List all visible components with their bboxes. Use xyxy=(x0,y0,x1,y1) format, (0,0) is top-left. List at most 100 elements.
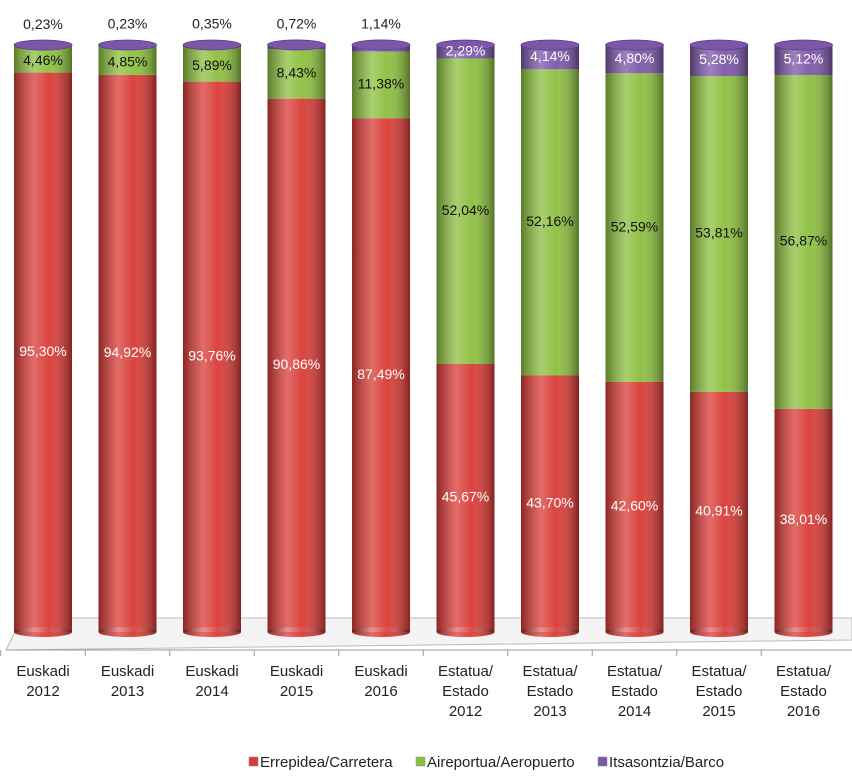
legend-marker xyxy=(415,756,426,767)
x-tick-label-line: Euskadi xyxy=(185,663,238,680)
legend-label: Errepidea/Carretera xyxy=(260,754,393,771)
data-label: 95,30% xyxy=(19,343,66,359)
cylinder-base-shade xyxy=(267,627,326,637)
data-label: 0,23% xyxy=(108,16,148,32)
x-tick-label-line: Estatua/ xyxy=(776,663,832,680)
x-tick-label: Euskadi 2013 xyxy=(101,663,154,700)
bar-shading xyxy=(14,46,72,73)
bar-shading xyxy=(183,47,241,82)
data-label: 52,16% xyxy=(526,213,573,229)
data-label: 5,12% xyxy=(784,51,824,67)
x-tick-label-line: Estado xyxy=(780,683,827,700)
data-label: 4,80% xyxy=(615,50,655,66)
data-label: 42,60% xyxy=(611,498,658,514)
bar-shading xyxy=(14,72,72,633)
cylinder-top xyxy=(689,39,749,51)
bar-shading xyxy=(98,74,157,633)
data-label: 0,72% xyxy=(277,16,317,32)
cylinder-base-shade xyxy=(183,627,241,637)
data-label: 8,43% xyxy=(277,65,317,81)
legend-label: Itsasontzia/Barco xyxy=(609,754,724,771)
bar-shading xyxy=(267,98,326,633)
cylinder-top xyxy=(267,39,326,51)
data-label: 90,86% xyxy=(273,356,320,372)
cylinder-top xyxy=(605,39,664,51)
data-label: 11,38% xyxy=(358,76,404,92)
data-label: 1,14% xyxy=(361,16,401,32)
bar-shading xyxy=(690,391,748,632)
bar-shading xyxy=(521,375,579,632)
cylinder-top xyxy=(774,39,833,51)
cylinder-base-shade xyxy=(14,627,72,637)
x-tick-label: Estatua/Estado 2015 xyxy=(691,663,747,720)
cylinder-base-shade xyxy=(98,627,157,637)
x-tick-label-line: 2014 xyxy=(618,703,651,720)
bar-shading xyxy=(352,118,410,632)
data-label: 52,59% xyxy=(611,218,658,234)
cylinder-base-shade xyxy=(521,627,579,637)
bar-shading xyxy=(605,381,664,632)
data-label: 87,49% xyxy=(357,366,404,382)
data-label: 2,29% xyxy=(446,42,486,58)
cylinder-base-shade xyxy=(605,627,664,637)
x-tick-label: Euskadi 2014 xyxy=(185,663,238,700)
data-label: 40,91% xyxy=(695,503,742,519)
cylinder-top xyxy=(520,39,580,51)
x-tick-label: Euskadi 2015 xyxy=(270,663,323,700)
x-tick-label-line: Euskadi xyxy=(354,663,407,680)
legend-marker xyxy=(248,756,259,767)
x-tick-label: Estatua/Estado 2013 xyxy=(522,663,578,720)
x-tick-label-line: Estatua/ xyxy=(691,663,747,680)
cylinder-top xyxy=(13,39,73,51)
data-label: 93,76% xyxy=(188,348,235,364)
x-tick-label-line: Estatua/ xyxy=(438,663,494,680)
bar-shading xyxy=(436,363,495,632)
bar-shading xyxy=(183,81,241,633)
data-label: 5,28% xyxy=(699,51,739,67)
bar-shading xyxy=(267,49,326,99)
x-tick-label-line: 2016 xyxy=(787,703,820,720)
data-label: 4,85% xyxy=(108,53,148,69)
x-tick-label-line: 2014 xyxy=(195,683,228,700)
data-label: 0,35% xyxy=(192,16,232,32)
data-label: 53,81% xyxy=(695,225,742,241)
x-tick-label-line: 2012 xyxy=(449,703,482,720)
data-label: 5,89% xyxy=(192,57,232,73)
data-label: 56,87% xyxy=(780,233,827,249)
bar-shading xyxy=(352,51,410,119)
x-tick-label-line: 2012 xyxy=(26,683,59,700)
x-tick-label-line: Euskadi xyxy=(270,663,323,680)
x-tick-label-line: 2013 xyxy=(111,683,144,700)
x-tick-label: Estatua/Estado 2012 xyxy=(438,663,494,720)
bar-shading xyxy=(521,69,579,376)
x-tick-label-line: Estado xyxy=(442,683,489,700)
data-label: 4,14% xyxy=(530,48,570,64)
x-tick-label-line: 2015 xyxy=(280,683,313,700)
x-tick-label: Euskadi 2016 xyxy=(354,663,407,700)
data-label: 43,70% xyxy=(526,494,573,510)
x-tick-label: Estatua/Estado 2016 xyxy=(776,663,832,720)
data-label: 4,46% xyxy=(23,52,63,68)
legend-label: Aireportua/Aeropuerto xyxy=(427,754,575,771)
cylinder-top xyxy=(351,39,411,51)
x-tick-label-line: Estado xyxy=(696,683,743,700)
x-tick-label-line: 2013 xyxy=(533,703,566,720)
bar-shading xyxy=(436,58,495,364)
x-tick-label-line: 2015 xyxy=(702,703,735,720)
x-tick-label-line: Euskadi xyxy=(16,663,69,680)
data-label: 52,04% xyxy=(442,202,489,218)
cylinder-top xyxy=(436,39,495,51)
cylinder-top xyxy=(98,39,157,51)
bar-shading xyxy=(774,75,833,409)
bar-shading xyxy=(605,73,664,382)
cylinder-base-shade xyxy=(352,627,410,637)
cylinder-base-shade xyxy=(436,627,495,637)
data-label: 45,67% xyxy=(442,489,489,505)
x-tick-label: Estatua/Estado 2014 xyxy=(607,663,663,720)
x-tick-label-line: Estatua/ xyxy=(522,663,578,680)
data-label: 0,23% xyxy=(23,16,63,32)
x-tick-label-line: Euskadi xyxy=(101,663,154,680)
x-tick-label-line: Estado xyxy=(611,683,658,700)
x-tick-label-line: Estado xyxy=(527,683,574,700)
